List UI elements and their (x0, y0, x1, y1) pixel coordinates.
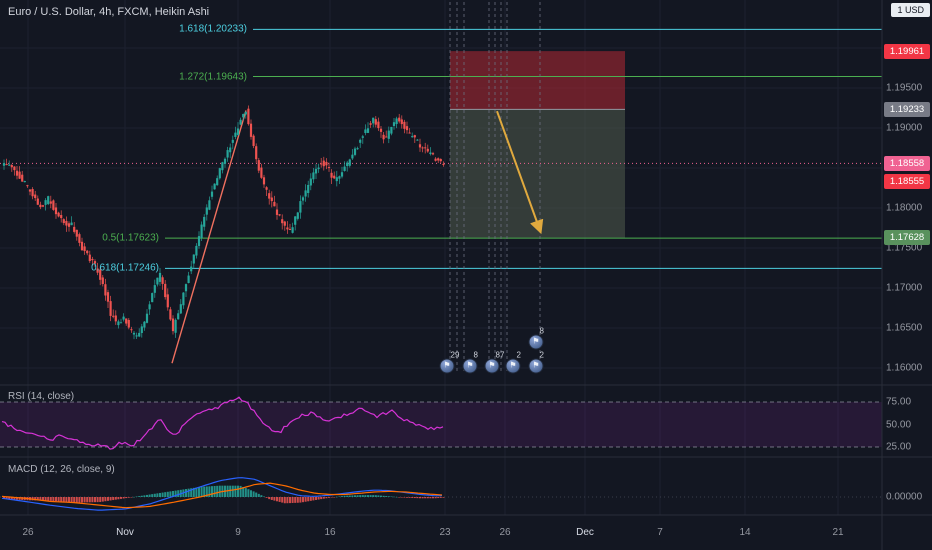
short-position-profit-zone[interactable] (450, 109, 625, 238)
rsi-indicator-label[interactable]: RSI (14, close) (8, 391, 75, 402)
macd-indicator-label[interactable]: MACD (12, 26, close, 9) (8, 464, 115, 475)
macd-histogram (3, 485, 445, 504)
macd-line (1, 477, 442, 511)
trend-line[interactable] (171, 110, 247, 364)
macd-signal-line (1, 482, 443, 509)
currency-unit-button[interactable]: 1 USD (891, 3, 930, 17)
rsi-line (1, 396, 444, 450)
rsi-band (0, 402, 882, 447)
time-axis[interactable] (0, 515, 932, 550)
candles-series (2, 105, 445, 340)
projection-arrow[interactable] (496, 110, 544, 235)
symbol-legend[interactable]: Euro / U.S. Dollar, 4h, FXCM, Heikin Ash… (8, 6, 210, 18)
price-axis[interactable] (882, 0, 932, 515)
short-position-stop-zone[interactable] (450, 51, 625, 110)
